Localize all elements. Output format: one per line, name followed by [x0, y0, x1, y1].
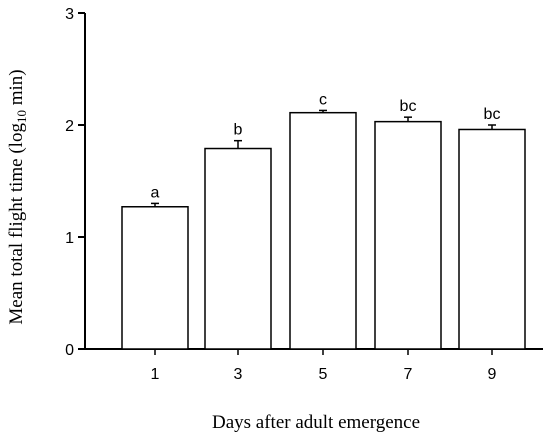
y-axis-title: Mean total flight time (log10 min) [6, 69, 29, 324]
bar [289, 111, 357, 350]
y-tick-label: 2 [65, 118, 74, 135]
bar [204, 147, 272, 350]
x-tick-label: 1 [151, 366, 160, 383]
y-axis: 0 1 2 3 [65, 6, 86, 359]
x-axis-title: Days after adult emergence [212, 412, 420, 433]
significance-label: bc [484, 106, 501, 123]
significance-label: bc [400, 98, 417, 115]
y-tick-label: 1 [65, 230, 74, 247]
y-tick-label: 3 [65, 6, 74, 23]
x-tick-label: 9 [488, 366, 497, 383]
x-tick-label: 3 [234, 366, 243, 383]
x-tick-label: 5 [319, 366, 328, 383]
bar [458, 128, 526, 350]
significance-label: c [319, 91, 327, 108]
y-tick-label: 0 [65, 342, 74, 359]
bars-group: abc bc bc [121, 91, 526, 350]
significance-label: a [151, 184, 160, 201]
x-tick-label: 7 [404, 366, 413, 383]
bar [121, 206, 189, 350]
bar [374, 120, 442, 350]
significance-label: b [234, 122, 243, 139]
x-axis: 1 3 5 7 9 [85, 348, 543, 383]
